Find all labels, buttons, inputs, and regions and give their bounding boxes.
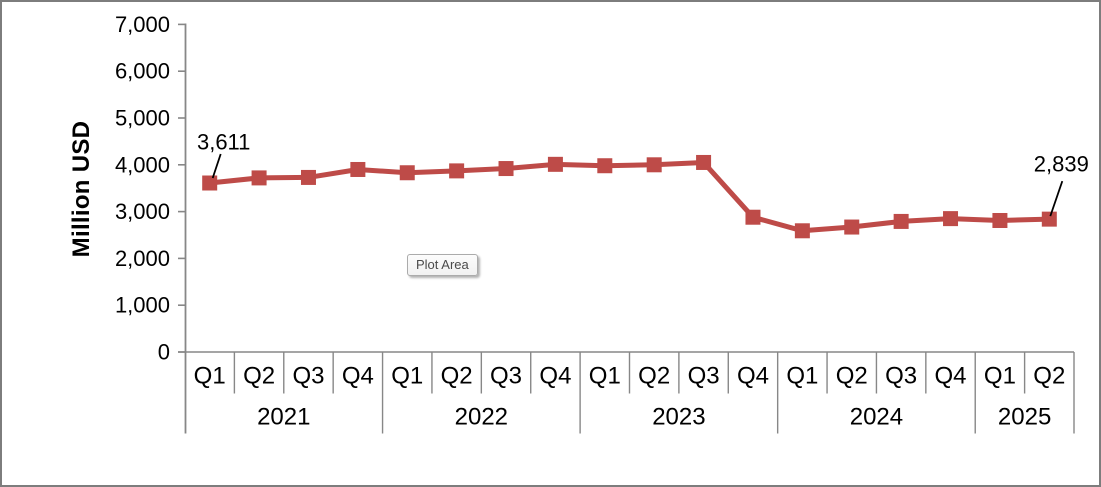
data-point-marker[interactable]	[696, 154, 712, 170]
quarter-label[interactable]: Q3	[885, 363, 917, 390]
data-point-marker[interactable]	[597, 158, 613, 174]
quarter-label[interactable]: Q2	[836, 363, 868, 390]
year-label[interactable]: 2022	[455, 404, 508, 431]
quarter-label[interactable]: Q4	[342, 363, 374, 390]
data-point-marker[interactable]	[300, 169, 316, 185]
y-tick-label: 2,000	[115, 246, 170, 271]
data-point-marker[interactable]	[646, 157, 662, 173]
year-label[interactable]: 2021	[257, 404, 310, 431]
quarter-label[interactable]: Q1	[194, 363, 226, 390]
y-tick-label: 3,000	[115, 199, 170, 224]
data-point-marker[interactable]	[498, 161, 514, 177]
data-label-leader	[1049, 180, 1064, 217]
quarter-label[interactable]: Q3	[688, 363, 720, 390]
quarter-label[interactable]: Q2	[243, 363, 275, 390]
plot-area[interactable]	[185, 23, 1074, 353]
y-axis-title: Million USD	[68, 120, 95, 258]
data-point-marker[interactable]	[202, 175, 218, 191]
data-point-marker[interactable]	[893, 213, 909, 229]
quarter-label[interactable]: Q1	[589, 363, 621, 390]
data-point-marker[interactable]	[943, 211, 959, 227]
year-label[interactable]: 2025	[998, 404, 1051, 431]
data-label-leader	[211, 153, 222, 179]
quarter-label[interactable]: Q1	[984, 363, 1016, 390]
quarter-label[interactable]: Q2	[1033, 363, 1065, 390]
data-label[interactable]: 2,839	[1034, 152, 1089, 177]
quarter-label[interactable]: Q1	[786, 363, 818, 390]
data-point-marker[interactable]	[794, 223, 810, 239]
y-tick-label: 6,000	[115, 59, 170, 84]
year-label[interactable]: 2024	[850, 404, 903, 431]
data-point-marker[interactable]	[449, 163, 465, 179]
quarter-label[interactable]: Q4	[539, 363, 571, 390]
data-point-marker[interactable]	[992, 212, 1008, 228]
data-point-marker[interactable]	[1041, 211, 1057, 227]
quarter-label[interactable]: Q3	[490, 363, 522, 390]
y-tick-label: 4,000	[115, 152, 170, 177]
series-line[interactable]	[207, 159, 1052, 234]
data-label[interactable]: 3,611	[197, 130, 250, 155]
year-label[interactable]: 2023	[652, 404, 705, 431]
quarter-label[interactable]: Q4	[935, 363, 967, 390]
quarter-label[interactable]: Q4	[737, 363, 769, 390]
plot-area-tooltip: Plot Area	[407, 254, 478, 276]
y-tick-label: 0	[158, 340, 170, 365]
data-point-marker[interactable]	[350, 161, 366, 177]
data-point-marker[interactable]	[547, 156, 563, 172]
quarter-label[interactable]: Q2	[638, 363, 670, 390]
quarter-label[interactable]: Q1	[391, 363, 423, 390]
data-point-marker[interactable]	[399, 165, 415, 181]
y-tick-label: 5,000	[115, 106, 170, 131]
quarter-label[interactable]: Q2	[441, 363, 473, 390]
y-tick-label: 7,000	[115, 12, 170, 37]
data-point-marker[interactable]	[745, 209, 761, 225]
y-tick-label: 1,000	[115, 293, 170, 318]
data-point-marker[interactable]	[844, 219, 860, 235]
data-point-marker[interactable]	[251, 170, 267, 186]
quarter-label[interactable]: Q3	[292, 363, 324, 390]
